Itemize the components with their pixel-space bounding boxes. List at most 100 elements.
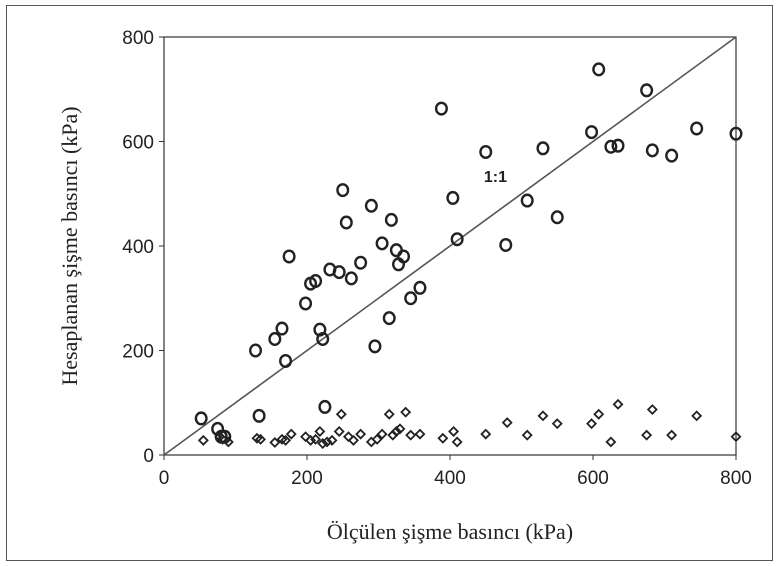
circle-point [279,353,293,368]
circle-point [604,139,618,154]
diamond-point [305,434,317,446]
diamond-point [646,404,658,416]
x-tick-label: 0 [159,468,170,489]
circle-point [364,198,378,213]
circle-point [354,255,368,270]
circle-point [309,274,323,289]
circle-point [413,280,427,295]
chart-frame: 0 200 400 600 800 0 200 400 600 800 1:1 Ölçülen … [6,5,773,561]
circle-point [640,83,654,98]
diamond-point [280,434,292,446]
circle-point [332,265,346,280]
circle-point [382,311,396,326]
circle-point [446,190,460,205]
circle-point [729,126,743,141]
circle-point [434,101,448,116]
diamond-point [612,398,624,410]
diamond-point [537,410,549,422]
diamond-point [666,429,678,441]
diamond-point [222,436,234,448]
diamond-point [317,438,329,449]
diamond-point [394,423,406,435]
circle-point [268,332,282,347]
diamond-point [269,436,281,448]
circle-point [611,138,625,153]
diamond-point [300,431,312,443]
diamond-point [326,434,338,446]
circle-point [665,148,679,163]
circle-point [252,408,266,423]
circle-point [275,321,289,336]
circle-point [344,271,358,286]
circle-point [499,237,513,252]
x-axis-title: Ölçülen şişme basıncı (kPa) [327,519,573,544]
x-tick-label: 600 [577,468,609,489]
diamond-point [255,433,266,445]
diamond-point [451,436,463,448]
circle-point [282,249,296,264]
x-tick-label: 800 [720,468,752,489]
y-tick-label: 0 [143,446,154,467]
diamond-point [310,433,322,445]
circle-point [592,62,606,77]
x-tick-label: 200 [291,468,323,489]
circle-point [536,141,550,156]
y-tick-label: 200 [122,342,154,363]
y-tick-label: 400 [122,237,154,258]
diamond-point [593,408,605,420]
diamond-point [348,434,359,446]
diamond-point [217,433,229,445]
diamond-point [371,433,383,445]
diamond-point [197,434,209,446]
diamond-point [448,426,460,437]
circle-point [645,143,659,158]
circle-point [339,215,353,230]
diamond-point [335,408,347,420]
y-tick-label: 800 [122,28,154,49]
diamond-point [400,406,412,418]
circle-point [318,399,332,414]
circle-point [249,343,263,358]
diamond-point [390,426,402,437]
diamond-point [605,436,617,448]
circle-point [690,121,704,136]
diamond-point [551,418,563,430]
y-axis-title: Hesaplanan şişme basıncı (kPa) [57,106,82,385]
diamond-point [321,436,333,448]
circle-point [520,193,534,208]
diamond-point [501,417,513,429]
circle-point [316,332,330,347]
circle-point [336,183,350,198]
y-tick-label: 600 [122,133,154,154]
diamond-point [333,426,345,437]
diamond-point [414,428,426,440]
x-tick-label: 400 [434,468,466,489]
circle-point [404,291,418,306]
diamond-point [730,431,742,443]
diamond-point [342,431,354,443]
diamond-point [285,428,297,440]
circle-point [450,232,464,247]
diamond-point [383,408,395,420]
diamond-point [480,428,492,440]
diamond-point [405,429,417,441]
one-to-one-line [163,36,737,456]
circle-point [368,339,382,354]
circle-point [397,249,411,264]
diamond-point [691,410,703,422]
circle-point [585,125,599,140]
diamond-point [314,426,326,437]
data-points [194,62,743,449]
circle-point [384,212,398,227]
circle-point [194,411,208,426]
diamond-point [355,428,367,440]
y-axis-ticks: 0 200 400 600 800 [122,28,164,467]
one-to-one-label: 1:1 [484,169,507,186]
diamond-point [376,428,388,440]
diamond-point [437,432,449,444]
circle-point [375,236,389,251]
diamond-point [521,429,533,441]
scatter-plot: 0 200 400 600 800 0 200 400 600 800 1:1 Ölçülen … [57,28,752,544]
diamond-point [641,429,653,441]
diamond-point [586,418,598,430]
